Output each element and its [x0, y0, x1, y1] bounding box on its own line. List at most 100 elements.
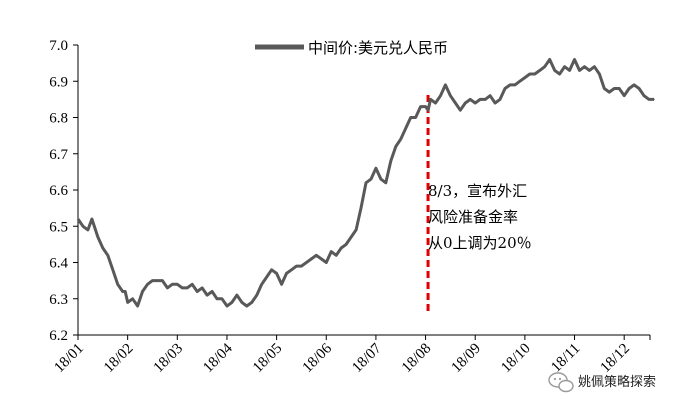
- data-point: [623, 94, 625, 97]
- data-point: [534, 73, 536, 75]
- data-point: [504, 87, 506, 90]
- data-point: [211, 290, 213, 293]
- data-point: [186, 287, 189, 289]
- data-point: [524, 76, 526, 79]
- data-point: [221, 297, 223, 300]
- x-tick-label: 18/02: [101, 341, 136, 376]
- data-point: [231, 301, 233, 304]
- data-point: [380, 178, 382, 180]
- data-point: [385, 181, 387, 184]
- annotation-line-3: 从0上调为20％: [428, 234, 532, 252]
- data-point: [390, 160, 392, 162]
- data-point: [603, 87, 606, 90]
- x-tick-label: 18/01: [51, 341, 86, 376]
- x-tick-label: 18/10: [498, 341, 533, 376]
- data-point: [350, 236, 352, 238]
- y-tick-label: 6.9: [49, 74, 68, 90]
- data-point: [434, 102, 437, 104]
- data-point: [300, 265, 303, 267]
- data-point: [181, 287, 184, 289]
- data-point: [404, 127, 407, 130]
- data-point: [633, 84, 635, 86]
- x-tick-label: 18/08: [399, 341, 434, 376]
- data-point: [409, 116, 412, 119]
- y-tick-label: 6.6: [49, 183, 68, 199]
- data-point: [598, 73, 601, 75]
- data-point: [102, 247, 104, 249]
- data-point: [499, 98, 501, 101]
- data-point: [290, 268, 293, 271]
- legend-label: 中间价:美元兑人民币: [308, 39, 448, 57]
- data-point: [439, 94, 442, 97]
- data-point: [166, 287, 169, 289]
- data-point: [563, 65, 566, 68]
- data-point: [305, 261, 308, 264]
- data-point: [365, 181, 367, 184]
- data-point: [538, 69, 541, 72]
- data-point: [355, 229, 357, 231]
- data-point: [519, 80, 521, 83]
- data-point: [260, 283, 263, 286]
- x-tick-label: 18/04: [200, 340, 236, 376]
- data-point: [124, 290, 126, 293]
- data-point: [449, 94, 452, 97]
- data-point: [106, 254, 109, 257]
- data-point: [255, 294, 258, 296]
- data-point: [529, 73, 531, 75]
- x-tick-label: 18/07: [349, 340, 385, 376]
- wechat-bubble-icon: [548, 372, 574, 393]
- data-point: [171, 283, 174, 286]
- data-point: [91, 218, 93, 220]
- data-point: [310, 258, 313, 260]
- data-point: [295, 265, 298, 267]
- data-point: [116, 283, 119, 286]
- data-point: [315, 254, 318, 257]
- x-tick-label: 18/09: [449, 341, 484, 376]
- data-point: [553, 69, 556, 72]
- data-point: [77, 218, 79, 220]
- data-point: [608, 91, 611, 93]
- data-point: [628, 87, 630, 90]
- data-point: [161, 279, 164, 282]
- data-point: [111, 268, 114, 271]
- watermark: 姚佩策略探索: [548, 372, 656, 393]
- data-point: [464, 102, 467, 104]
- data-point: [454, 102, 457, 104]
- x-ticks: 18/01 18/02 18/03 18/04 18/05 18/06 18/07 18/08…: [51, 335, 651, 376]
- data-point: [97, 236, 99, 238]
- data-point: [156, 279, 159, 282]
- legend: 中间价:美元兑人民币: [255, 39, 448, 57]
- annotation: 8/3，宣布外汇 风险准备金率 从0上调为20％: [428, 182, 532, 252]
- data-point: [176, 283, 179, 286]
- data-point: [146, 283, 149, 286]
- data-point: [429, 98, 432, 101]
- data-point: [226, 305, 228, 307]
- annotation-line-2: 风险准备金率: [428, 208, 518, 226]
- data-point: [648, 98, 650, 101]
- data-point: [345, 243, 347, 246]
- data-point: [201, 287, 203, 289]
- data-point: [578, 69, 581, 72]
- data-point: [653, 98, 655, 101]
- data-point: [588, 69, 591, 72]
- data-point: [419, 105, 422, 108]
- watermark-text: 姚佩策略探索: [578, 374, 656, 390]
- data-point: [459, 109, 462, 112]
- x-tick-label: 18/06: [300, 340, 336, 376]
- annotation-line-1: 8/3，宣布外汇: [428, 182, 527, 200]
- data-point: [246, 305, 248, 307]
- data-point: [469, 98, 472, 101]
- data-point: [151, 279, 154, 282]
- data-point: [424, 105, 427, 108]
- data-point: [330, 250, 333, 253]
- y-ticks: 6.2 6.3 6.4 6.5 6.6 6.7 6.8 6.9 7.0: [49, 38, 78, 344]
- data-point: [325, 261, 328, 264]
- data-point: [484, 98, 486, 101]
- data-point: [320, 258, 323, 260]
- data-point: [638, 87, 640, 90]
- data-point: [558, 73, 561, 75]
- data-point: [241, 301, 243, 304]
- data-point: [414, 116, 417, 119]
